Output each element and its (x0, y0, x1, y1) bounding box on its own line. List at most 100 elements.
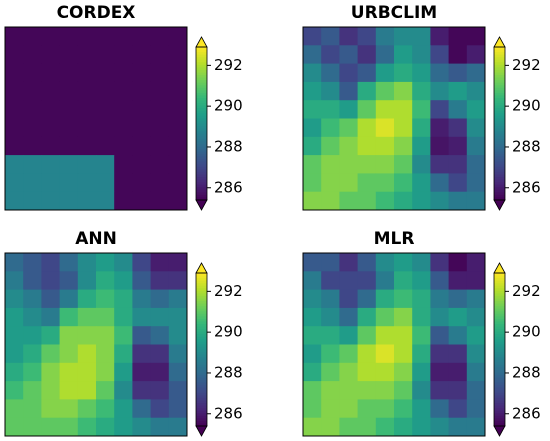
heatmap-cell (96, 118, 115, 138)
heatmap-cell (96, 362, 115, 382)
heatmap-cell (357, 271, 377, 290)
heatmap-cell (5, 417, 24, 437)
heatmap-cell (357, 191, 377, 211)
colorbar-tick-label: 292 (214, 56, 243, 74)
heatmap-cell (5, 307, 24, 327)
heatmap-cell (59, 63, 79, 83)
colorbar-tick-label: 290 (512, 97, 541, 115)
heatmap-cell (5, 344, 24, 364)
heatmap-cell (412, 81, 431, 101)
colorbar-segment (494, 395, 505, 399)
colorbar-tick-label: 288 (214, 363, 243, 381)
colorbar-extend (493, 36, 506, 48)
colorbar-segment (196, 372, 207, 376)
heatmap-cell (168, 326, 188, 345)
colorbar-segment (196, 285, 207, 289)
heatmap-cell (5, 136, 24, 156)
colorbar-segment (494, 131, 505, 135)
heatmap-cell (357, 27, 377, 46)
colorbar-segment (196, 187, 207, 191)
heatmap-cell (339, 136, 358, 156)
colorbar-segment (196, 273, 207, 277)
colorbar-segment (494, 57, 505, 61)
colorbar-segment (494, 403, 505, 407)
heatmap-cell (150, 253, 170, 272)
colorbar-segment (494, 420, 505, 424)
heatmap-cell (430, 136, 449, 156)
heatmap-cell (59, 362, 79, 382)
heatmap-cell (114, 118, 133, 138)
heatmap-cell (448, 307, 468, 327)
colorbar-segment (196, 52, 207, 56)
heatmap-cell (430, 307, 449, 327)
colorbar-segment (196, 77, 207, 81)
colorbar-segment (494, 154, 505, 158)
colorbar-segment (494, 369, 505, 373)
colorbar-segment (196, 324, 207, 328)
heatmap-cell (375, 253, 395, 272)
heatmap-cell (150, 100, 170, 119)
heatmap-cell (114, 253, 133, 272)
panel-title: URBCLIM (351, 3, 437, 23)
heatmap-cell (394, 344, 413, 364)
heatmap-cell (448, 381, 468, 400)
heatmap-cell (303, 326, 322, 345)
colorbar-segment (494, 146, 505, 150)
heatmap-cell (339, 118, 358, 138)
colorbar-segment (494, 306, 505, 310)
colorbar-segment (196, 392, 207, 396)
heatmap-cell (466, 136, 486, 156)
colorbar-segment (494, 364, 505, 368)
colorbar-segment (196, 59, 207, 63)
colorbar-segment (196, 375, 207, 379)
heatmap-cell (394, 173, 413, 193)
heatmap-cell (114, 27, 133, 46)
colorbar-extend (195, 425, 208, 437)
heatmap-cell (303, 136, 322, 156)
heatmap-cell (96, 307, 115, 327)
colorbar-segment (196, 339, 207, 343)
heatmap-cell (59, 271, 79, 290)
colorbar-segment (494, 278, 505, 282)
colorbar-segment (196, 154, 207, 158)
colorbar-segment (196, 57, 207, 61)
heatmap-cell (394, 136, 413, 156)
heatmap-cell (394, 45, 413, 64)
heatmap-cell (132, 362, 151, 382)
heatmap-cell (23, 191, 42, 211)
heatmap-cell (321, 45, 340, 64)
heatmap-cell (394, 100, 413, 119)
heatmap-cell (303, 45, 322, 64)
heatmap-cell (41, 81, 60, 101)
colorbar-segment (196, 90, 207, 94)
heatmap-cell (430, 253, 449, 272)
heatmap-cell (59, 381, 79, 400)
colorbar-segment (196, 174, 207, 178)
colorbar-segment (196, 359, 207, 363)
colorbar-segment (196, 364, 207, 368)
heatmap-cell (430, 271, 449, 290)
heatmap-cell (339, 27, 358, 46)
colorbar-segment (494, 377, 505, 381)
heatmap-cell (132, 344, 151, 364)
heatmap-cell (412, 289, 431, 309)
colorbar-segment (494, 166, 505, 170)
colorbar-segment (196, 189, 207, 193)
heatmap-cell (303, 381, 322, 400)
heatmap-cell (357, 399, 377, 419)
colorbar-segment (196, 400, 207, 404)
heatmap-cell (168, 81, 188, 101)
heatmap-cell (375, 399, 395, 419)
colorbar-segment (494, 90, 505, 94)
colorbar-segment (196, 387, 207, 391)
colorbar-segment (494, 387, 505, 391)
heatmap-cell (77, 155, 97, 174)
colorbar-segment (494, 329, 505, 333)
heatmap-cell (23, 362, 42, 382)
colorbar-segment (196, 329, 207, 333)
heatmap-cell (303, 399, 322, 419)
heatmap-cell (41, 45, 60, 64)
heatmap-cell (430, 100, 449, 119)
heatmap-cell (5, 118, 24, 138)
